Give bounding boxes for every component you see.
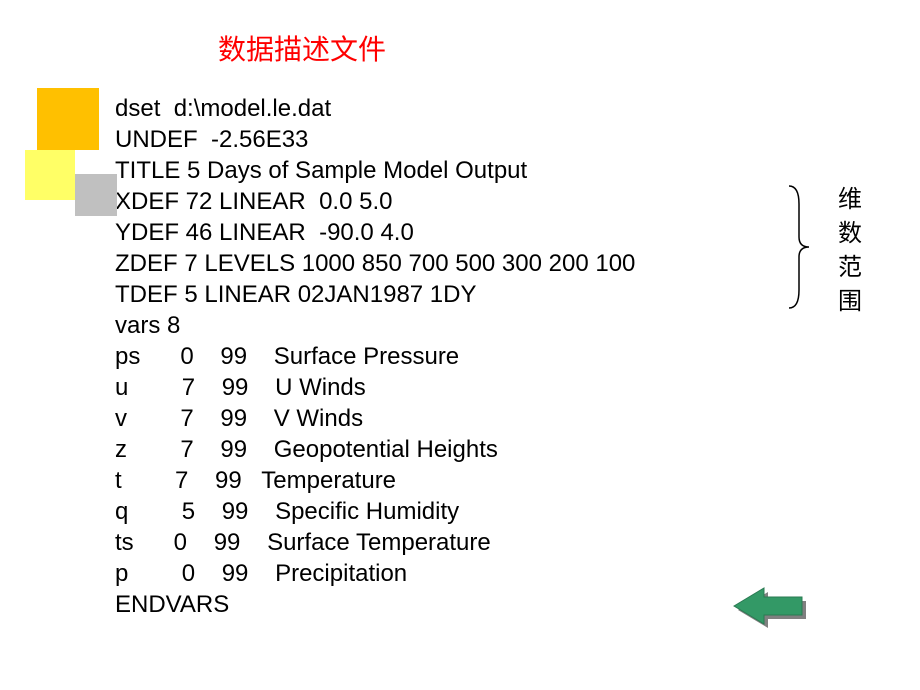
line-endvars: ENDVARS xyxy=(115,591,229,618)
line-var-z: z 7 99 Geopotential Heights xyxy=(115,436,498,463)
bracket-label: 维 数 范 围 xyxy=(838,183,862,319)
line-ydef: YDEF 46 LINEAR -90.0 4.0 xyxy=(115,219,414,246)
bracket-char-3: 围 xyxy=(838,285,862,319)
back-button[interactable] xyxy=(730,579,812,635)
line-xdef: XDEF 72 LINEAR 0.0 5.0 xyxy=(115,188,392,215)
bracket-char-1: 数 xyxy=(838,217,862,251)
line-var-q: q 5 99 Specific Humidity xyxy=(115,498,459,525)
line-zdef: ZDEF 7 LEVELS 1000 850 700 500 300 200 1… xyxy=(115,250,635,277)
square-orange xyxy=(37,88,99,150)
square-gray xyxy=(75,174,117,216)
line-undef: UNDEF -2.56E33 xyxy=(115,126,308,153)
bracket-char-2: 范 xyxy=(838,251,862,285)
line-title: TITLE 5 Days of Sample Model Output xyxy=(115,157,527,184)
square-yellow xyxy=(25,150,75,200)
line-dset: dset d:\model.le.dat xyxy=(115,95,331,122)
line-var-ps: ps 0 99 Surface Pressure xyxy=(115,343,459,370)
dimension-bracket xyxy=(787,184,817,306)
bracket-char-0: 维 xyxy=(838,183,862,217)
line-var-v: v 7 99 V Winds xyxy=(115,405,363,432)
line-var-ts: ts 0 99 Surface Temperature xyxy=(115,529,491,556)
line-vars: vars 8 xyxy=(115,312,180,339)
line-tdef: TDEF 5 LINEAR 02JAN1987 1DY xyxy=(115,281,477,308)
line-var-t: t 7 99 Temperature xyxy=(115,467,396,494)
line-var-u: u 7 99 U Winds xyxy=(115,374,366,401)
ctl-file-content: dset d:\model.le.dat UNDEF -2.56E33 TITL… xyxy=(115,62,635,620)
back-arrow-icon xyxy=(730,579,812,635)
bracket-icon xyxy=(787,184,817,310)
line-var-p: p 0 99 Precipitation xyxy=(115,560,407,587)
